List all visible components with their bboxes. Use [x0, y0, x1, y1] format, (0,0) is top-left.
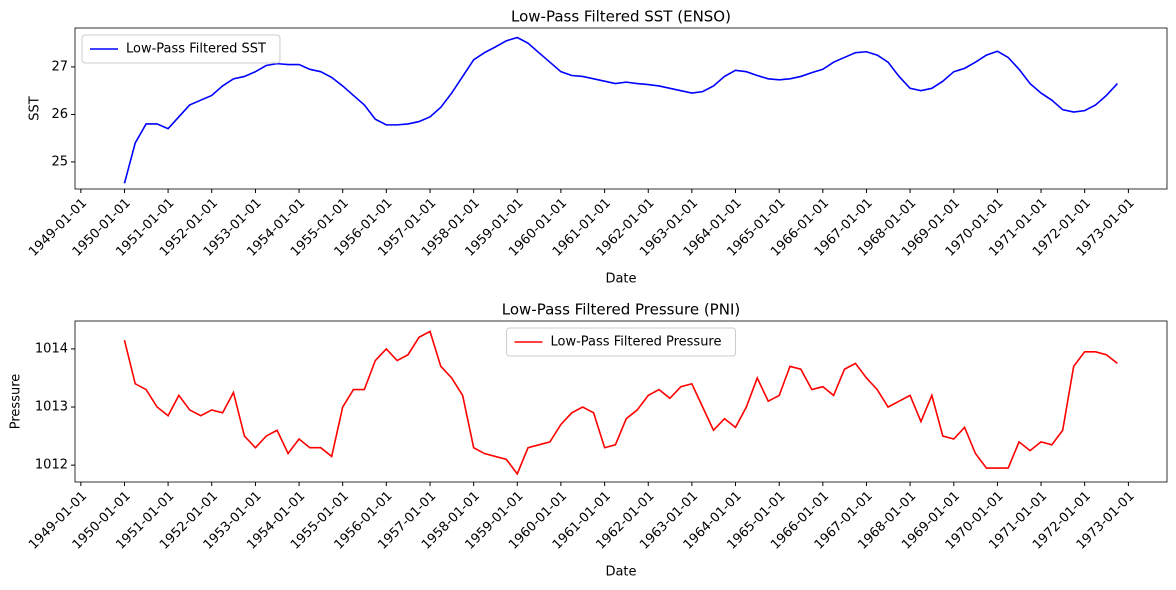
- legend-box: [506, 327, 736, 357]
- legend-box: [81, 34, 281, 64]
- y-tick-label: 1012: [35, 458, 68, 473]
- legend: Low-Pass Filtered SST: [81, 34, 281, 64]
- legend-label: Low-Pass Filtered Pressure: [551, 335, 722, 350]
- chart-title: Low-Pass Filtered SST (ENSO): [511, 8, 731, 26]
- y-axis-label: SST: [28, 96, 43, 121]
- y-axis-label: Pressure: [9, 374, 24, 430]
- y-tick-label: 1013: [35, 400, 68, 415]
- y-tick-label: 26: [51, 107, 68, 122]
- y-tick-label: 25: [51, 154, 68, 169]
- y-tick-label: 1014: [35, 341, 68, 356]
- data-line: [123, 330, 1118, 476]
- axes-frame: [74, 320, 1168, 483]
- axes-frame: [74, 27, 1168, 190]
- chart-title: Low-Pass Filtered Pressure (PNI): [502, 301, 740, 319]
- x-axis-label: Date: [605, 272, 636, 287]
- legend: Low-Pass Filtered Pressure: [506, 327, 736, 357]
- x-axis-label: Date: [605, 565, 636, 580]
- y-tick-label: 27: [51, 59, 68, 74]
- data-line: [123, 36, 1118, 184]
- legend-label: Low-Pass Filtered SST: [126, 42, 266, 57]
